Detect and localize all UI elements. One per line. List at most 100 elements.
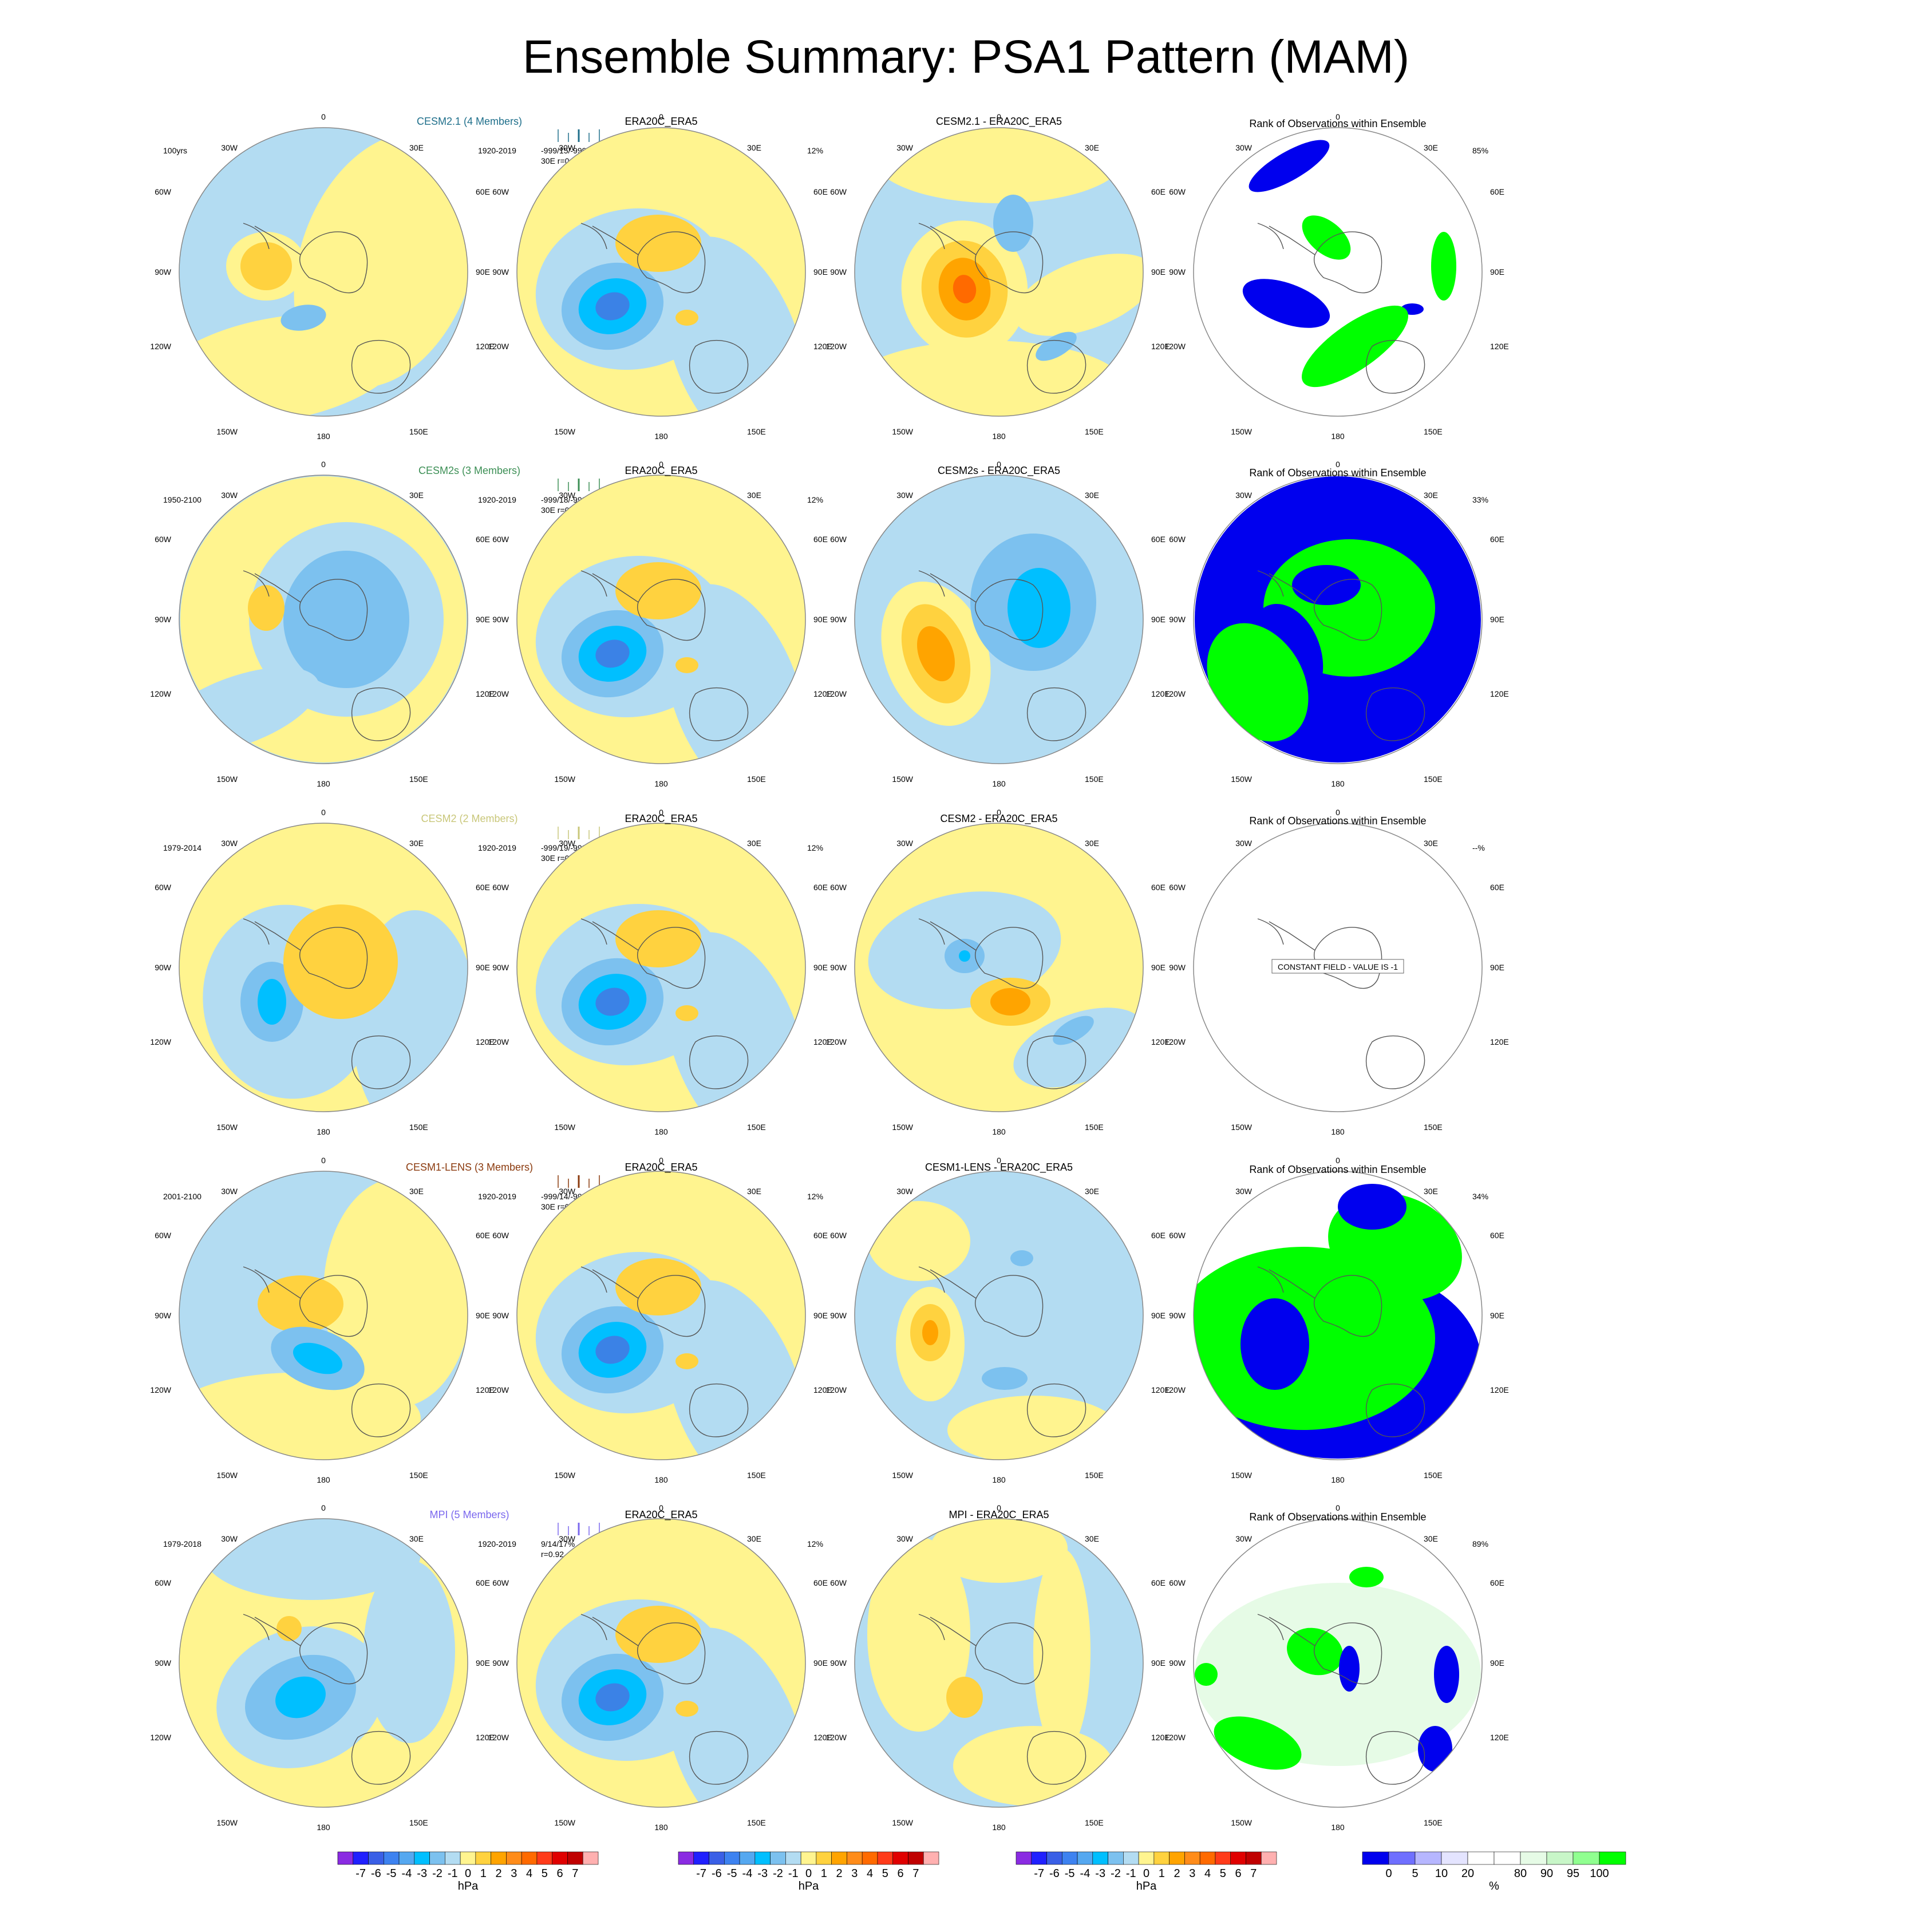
lon-label: 0 [659,1503,663,1512]
lon-label: 0 [997,460,1001,469]
rank-title: Rank of Observations within Ensemble [1249,467,1426,479]
lon-label: 60W [155,187,172,196]
colorbar-tick-label: 5 [882,1867,888,1880]
lon-label: 0 [997,112,1001,121]
coastline [1269,226,1382,294]
colorbar-cell [1169,1851,1185,1865]
map-rim [854,1171,1144,1460]
lon-label: 180 [992,779,1006,788]
lon-label: 30W [896,1187,914,1196]
model-pattern-map: 0 30W 30E 60W 60E 90W 90E 120W 120E 150W 150E 180 [150,1156,494,1484]
lon-label: 60W [830,535,847,544]
lon-label: 0 [1336,1503,1340,1512]
contour-region [615,562,701,619]
rank-pct: 33% [1472,495,1488,504]
colorbar-cell [353,1851,369,1865]
coastline [1026,339,1086,394]
lon-label: 120W [1164,689,1186,698]
colorbar-tick-label: -6 [712,1867,722,1880]
colorbar-cell [1520,1851,1547,1865]
colorbar-tick-label: 5 [542,1867,548,1880]
obs-pct: 12% [807,146,823,155]
difference-title: CESM2s - ERA20C_ERA5 [938,465,1060,477]
coastline [254,573,368,641]
rank-map: 0 30W 30E 60W 60E 90W 90E 120W 120E 150W 150E 180 [1164,460,1508,788]
map-rim [516,127,806,417]
colorbar-cell [1261,1851,1277,1865]
contour-region [953,1726,1113,1806]
lon-label: 90E [1490,615,1504,624]
lon-label: 90W [492,1311,509,1320]
lon-label: 60W [155,1578,172,1587]
obs-pct: 12% [807,1539,823,1548]
rank-region [1214,1716,1302,1770]
coastline [243,223,270,250]
lon-label: 30E [409,491,424,500]
model-pattern-map: 0 30W 30E 60W 60E 90W 90E 120W 120E 150W 150E 180 [150,112,494,441]
lon-label: 30W [221,1534,238,1543]
lon-label: 30W [221,839,238,848]
lon-label: 120E [813,1037,832,1046]
colorbar-cell [506,1851,522,1865]
coastline [1026,1730,1086,1785]
colorbar-tick-label: 2 [1174,1867,1180,1880]
lon-label: 60W [830,1231,847,1240]
lon-label: 0 [659,808,663,817]
lon-label: 150W [216,427,238,436]
lon-label: 30E [1085,143,1099,152]
colorbar-cell [1494,1851,1521,1865]
coastline [930,921,1044,989]
colorbar-tick-label: 95 [1567,1867,1579,1880]
contour-region [946,1677,983,1718]
lon-label: 30E [409,1534,424,1543]
lon-label: 120W [825,1037,847,1046]
coastline [1365,339,1425,394]
rank-region [1302,305,1408,388]
colorbar-tick-label: -1 [448,1867,458,1880]
lon-label: 0 [321,808,326,817]
colorbar-tick-label: 3 [1189,1867,1195,1880]
colorbar-cell [383,1851,400,1865]
coastline [1257,918,1284,945]
map-rim [179,823,468,1112]
period-label: 1920-2019 [478,843,516,852]
difference-title: MPI - ERA20C_ERA5 [949,1509,1049,1521]
lon-label: 90E [1490,963,1504,972]
lon-label: 150E [747,1818,766,1827]
contour-region [615,910,701,967]
rank-map: 0 30W 30E 60W 60E 90W 90E 120W 120E 150W 150E 180 [1164,1503,1508,1832]
lon-label: 150E [409,427,428,436]
lon-label: 60E [476,535,490,544]
lon-label: 90E [1151,615,1165,624]
colorbar-tick-label: -3 [1095,1867,1105,1880]
lon-label: 150W [216,1818,238,1827]
map-rim [179,1518,468,1808]
lon-label: 150E [409,1471,428,1480]
rank-pct: 34% [1472,1192,1488,1201]
lon-label: 120E [1490,1037,1509,1046]
map-rim [516,1171,806,1460]
rank-title: Rank of Observations within Ensemble [1249,1164,1426,1175]
lon-label: 150E [1085,775,1104,784]
contour-region [867,1537,970,1732]
lon-label: 0 [997,1503,1001,1512]
contour-region [982,1367,1028,1390]
coastline [1365,1383,1425,1437]
colorbar-tick-label: 7 [1250,1867,1257,1880]
obs-title: ERA20C_ERA5 [625,1161,697,1174]
lon-label: 30W [1235,491,1253,500]
lon-label: 60W [492,535,509,544]
lon-label: 150W [216,1471,238,1480]
lon-label: 60E [476,1231,490,1240]
colorbar-cell [1246,1851,1262,1865]
colorbar-tick-label: -5 [386,1867,397,1880]
contour-region [615,1606,701,1663]
colorbar-tick-label: 4 [526,1867,532,1880]
lon-label: 60E [476,883,490,892]
lon-label: 30W [559,839,576,848]
colorbar-tick-label: 3 [511,1867,517,1880]
lon-label: 120W [488,1733,509,1742]
lon-label: 120W [1164,342,1186,351]
model-pattern-map: 0 30W 30E 60W 60E 90W 90E 120W 120E 150W 150E 180 [150,808,494,1136]
coastline [243,1266,270,1293]
